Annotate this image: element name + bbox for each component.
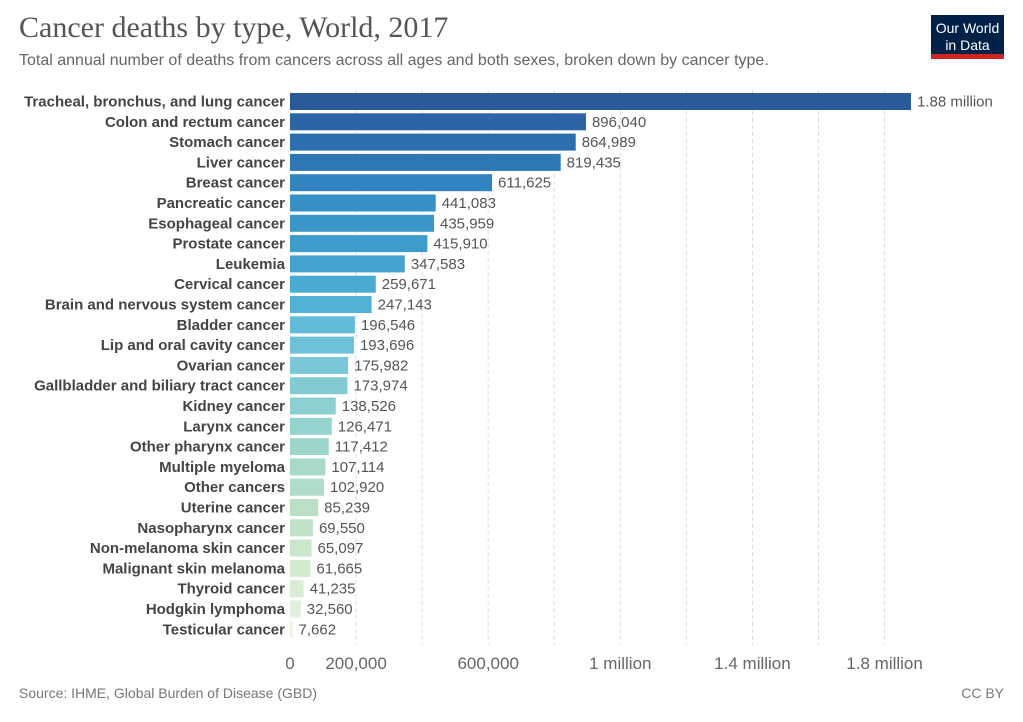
x-tick-label-1: 200,000 <box>325 654 386 673</box>
value-label-10: 247,143 <box>378 297 432 314</box>
category-label-14: Gallbladder and biliary tract cancer <box>34 378 285 395</box>
value-label-13: 175,982 <box>354 357 408 374</box>
category-label-0: Tracheal, bronchus, and lung cancer <box>24 94 285 111</box>
category-label-6: Esophageal cancer <box>148 215 285 232</box>
category-label-18: Multiple myeloma <box>159 459 286 476</box>
x-tick-label-0: 0 <box>285 654 294 673</box>
chart-title: Cancer deaths by type, World, 2017 <box>19 11 449 44</box>
bar-4 <box>290 174 493 192</box>
value-label-1: 896,040 <box>592 114 646 131</box>
value-label-22: 65,097 <box>318 540 364 557</box>
value-label-20: 85,239 <box>324 500 370 517</box>
bar-18 <box>290 458 326 476</box>
value-label-0: 1.88 million <box>917 94 993 111</box>
category-label-26: Testicular cancer <box>163 621 285 638</box>
bar-2 <box>290 133 576 151</box>
bar-22 <box>290 539 312 557</box>
x-tick-label-4: 1.4 million <box>714 654 791 673</box>
value-label-26: 7,662 <box>299 621 337 638</box>
bar-11 <box>290 316 355 334</box>
value-label-5: 441,083 <box>442 195 496 212</box>
bar-26 <box>290 620 293 638</box>
category-label-24: Thyroid cancer <box>177 581 285 598</box>
value-label-23: 61,665 <box>316 560 362 577</box>
x-tick-label-2: 600,000 <box>457 654 518 673</box>
value-label-21: 69,550 <box>319 520 365 537</box>
bar-chart: Tracheal, bronchus, and lung cancer 1.88 … <box>24 90 993 673</box>
category-label-1: Colon and rectum cancer <box>105 114 285 131</box>
logo-line-2: in Data <box>945 37 990 53</box>
value-label-15: 138,526 <box>342 398 396 415</box>
bar-21 <box>290 519 313 537</box>
license-note[interactable]: CC BY <box>961 685 1004 701</box>
category-label-23: Malignant skin melanoma <box>102 560 285 577</box>
source-note[interactable]: Source: IHME, Global Burden of Disease (… <box>19 685 318 701</box>
bar-24 <box>290 580 304 598</box>
category-label-25: Hodgkin lymphoma <box>146 601 286 618</box>
x-tick-label-5: 1.8 million <box>846 654 923 673</box>
category-label-2: Stomach cancer <box>169 134 285 151</box>
value-label-25: 32,560 <box>307 601 353 618</box>
bar-13 <box>290 356 349 374</box>
bar-20 <box>290 499 319 516</box>
value-label-6: 435,959 <box>440 215 494 232</box>
category-label-13: Ovarian cancer <box>177 357 286 374</box>
bar-5 <box>290 194 436 212</box>
bar-25 <box>290 600 301 618</box>
value-label-11: 196,546 <box>361 317 415 334</box>
x-tick-label-3: 1 million <box>589 654 651 673</box>
value-label-4: 611,625 <box>498 175 551 192</box>
value-label-7: 415,910 <box>433 236 487 253</box>
category-label-7: Prostate cancer <box>172 236 285 253</box>
category-label-16: Larynx cancer <box>183 418 285 435</box>
category-label-5: Pancreatic cancer <box>157 195 286 212</box>
bar-9 <box>290 275 376 293</box>
logo-line-1: Our World <box>935 20 1000 36</box>
value-label-2: 864,989 <box>582 134 636 151</box>
value-label-3: 819,435 <box>567 154 621 171</box>
value-label-8: 347,583 <box>411 256 465 273</box>
category-label-10: Brain and nervous system cancer <box>45 297 285 314</box>
bar-14 <box>290 377 348 395</box>
bar-15 <box>290 397 336 415</box>
category-label-9: Cervical cancer <box>174 276 285 293</box>
value-label-14: 173,974 <box>353 378 407 395</box>
value-label-18: 107,114 <box>331 459 384 476</box>
category-label-19: Other cancers <box>184 479 285 496</box>
value-label-24: 41,235 <box>310 581 356 598</box>
bar-6 <box>290 214 435 232</box>
bar-12 <box>290 336 354 354</box>
category-label-21: Nasopharynx cancer <box>137 520 285 537</box>
chart-subtitle: Total annual number of deaths from cance… <box>19 52 769 69</box>
bar-19 <box>290 478 324 496</box>
category-label-3: Liver cancer <box>197 154 286 171</box>
category-label-17: Other pharynx cancer <box>130 439 285 456</box>
bar-16 <box>290 417 332 435</box>
category-label-15: Kidney cancer <box>182 398 285 415</box>
category-label-8: Leukemia <box>216 256 286 273</box>
bar-7 <box>290 235 428 253</box>
bar-10 <box>290 296 372 313</box>
bar-3 <box>290 153 561 171</box>
category-label-20: Uterine cancer <box>181 500 285 517</box>
category-label-22: Non-melanoma skin cancer <box>90 540 285 557</box>
value-label-12: 193,696 <box>360 337 414 354</box>
owid-logo[interactable]: Our World in Data <box>931 15 1004 59</box>
value-label-19: 102,920 <box>330 479 384 496</box>
bar-1 <box>290 113 586 131</box>
category-label-11: Bladder cancer <box>177 317 286 334</box>
value-label-16: 126,471 <box>338 418 392 435</box>
category-label-4: Breast cancer <box>186 175 285 192</box>
value-label-17: 117,412 <box>335 439 388 456</box>
bar-0 <box>290 93 911 110</box>
value-label-9: 259,671 <box>382 276 436 293</box>
bar-8 <box>290 255 405 273</box>
bar-23 <box>290 559 311 577</box>
category-label-12: Lip and oral cavity cancer <box>101 337 285 354</box>
bar-17 <box>290 438 329 456</box>
